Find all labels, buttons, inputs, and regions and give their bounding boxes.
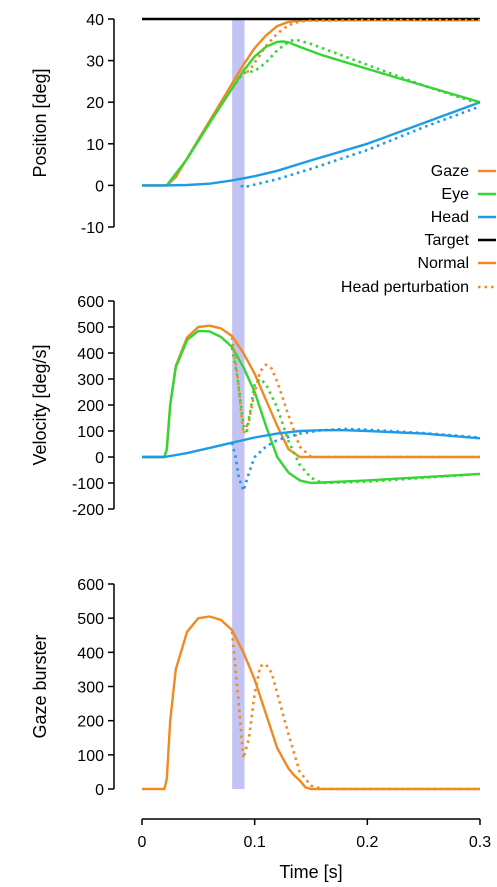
legend-label: Normal bbox=[417, 255, 469, 272]
series-line bbox=[142, 101, 481, 187]
perturbation-band bbox=[232, 19, 245, 789]
series-layer bbox=[142, 17, 481, 791]
y-tick-label: 300 bbox=[77, 372, 104, 389]
x-tick-label: 0.2 bbox=[356, 834, 378, 851]
series-line bbox=[230, 337, 480, 459]
y-tick-label: 0 bbox=[95, 782, 104, 799]
series-line bbox=[231, 18, 480, 85]
y-tick-label: 30 bbox=[86, 54, 104, 71]
legend-label: Head bbox=[431, 209, 469, 226]
y-tick-label: 0 bbox=[95, 178, 104, 195]
y-tick-label: 100 bbox=[77, 748, 104, 765]
y-tick-label: -200 bbox=[72, 502, 104, 519]
y-tick-label: -10 bbox=[81, 220, 104, 237]
y-tick-label: -100 bbox=[72, 476, 104, 493]
y-axis-label: Gaze burster bbox=[30, 634, 50, 738]
y-tick-label: 200 bbox=[77, 714, 104, 731]
series-line bbox=[142, 429, 481, 459]
legend-label: Gaze bbox=[431, 163, 469, 180]
y-tick-label: 500 bbox=[77, 611, 104, 628]
y-tick-label: 600 bbox=[77, 294, 104, 311]
legend-label: Head perturbation bbox=[341, 279, 469, 296]
series-line bbox=[142, 615, 480, 791]
y-tick-label: 0 bbox=[95, 450, 104, 467]
perturbation-band-layer bbox=[232, 19, 245, 789]
y-tick-label: 400 bbox=[77, 346, 104, 363]
x-axis-label: Time [s] bbox=[279, 862, 342, 882]
series-line bbox=[230, 631, 480, 791]
series-line bbox=[142, 40, 481, 187]
y-tick-label: 500 bbox=[77, 320, 104, 337]
y-tick-label: 400 bbox=[77, 645, 104, 662]
series-line bbox=[142, 329, 481, 485]
series-line bbox=[230, 347, 481, 485]
y-tick-label: 300 bbox=[77, 680, 104, 697]
series-line bbox=[240, 105, 481, 189]
legend: Gaze Eye Head Target Normal Head perturbation bbox=[341, 163, 496, 296]
y-axis-label: Velocity [deg/s] bbox=[30, 344, 50, 465]
y-tick-label: 40 bbox=[86, 12, 104, 29]
legend-label: Eye bbox=[441, 186, 469, 203]
x-tick-label: 0.3 bbox=[469, 834, 491, 851]
legend-label: Target bbox=[425, 232, 470, 249]
series-line bbox=[231, 38, 481, 106]
y-tick-label: 600 bbox=[77, 577, 104, 594]
series-line bbox=[142, 324, 480, 459]
x-tick-label: 0 bbox=[138, 834, 147, 851]
y-axis-label: Position [deg] bbox=[30, 68, 50, 177]
y-tick-label: 20 bbox=[86, 95, 104, 112]
x-tick-label: 0.1 bbox=[244, 834, 266, 851]
y-tick-label: 10 bbox=[86, 137, 104, 154]
y-tick-label: 100 bbox=[77, 424, 104, 441]
y-tick-label: 200 bbox=[77, 398, 104, 415]
